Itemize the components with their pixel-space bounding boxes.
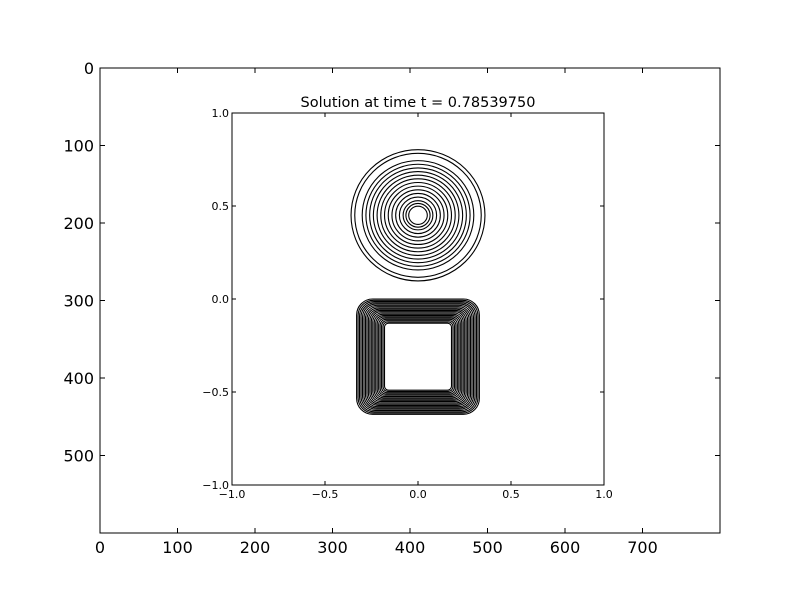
- contour-ring: [387, 185, 449, 246]
- contour-square: [366, 307, 470, 406]
- inner-axes: −1.0 −0.5 0.0 0.5 1.0 −1.0 −0.5 0.0 0.5 1.0 Solut…: [202, 95, 612, 501]
- contour-ring: [402, 200, 434, 231]
- contour-ring: [408, 205, 428, 225]
- contour-ring: [395, 192, 441, 238]
- outer-y-tick-label: 0: [84, 59, 94, 78]
- contour-ring: [372, 171, 464, 260]
- outer-x-tick-label: 100: [162, 538, 193, 557]
- outer-y-tick-label: 200: [63, 214, 94, 233]
- contour-square: [382, 321, 454, 392]
- x-tick-label: 0.0: [409, 488, 427, 501]
- y-tick-label: −1.0: [202, 479, 229, 492]
- outer-x-tick-label: 500: [472, 538, 503, 557]
- contour-square: [372, 312, 464, 401]
- x-tick-label: −1.0: [219, 488, 246, 501]
- contour-ring: [405, 202, 431, 228]
- y-tick-label: 0.5: [212, 200, 230, 213]
- x-tick-label: 0.5: [502, 488, 520, 501]
- outer-x-tick-label: 600: [550, 538, 581, 557]
- contour-square: [378, 317, 458, 396]
- contour-square: [373, 313, 463, 400]
- contour-square: [379, 318, 457, 395]
- x-tick-label: 1.0: [595, 488, 613, 501]
- contour-square: [363, 304, 473, 409]
- y-tick-label: −0.5: [202, 386, 229, 399]
- y-tick-label: 1.0: [212, 107, 230, 120]
- contour-ring: [350, 149, 486, 282]
- contour-square: [361, 303, 475, 410]
- contour-ring: [391, 189, 445, 242]
- contour-ring: [398, 196, 438, 235]
- contour-square: [381, 320, 455, 394]
- contour-square: [357, 299, 479, 414]
- contour-square: [383, 322, 453, 391]
- contour-square: [367, 308, 469, 405]
- outer-x-tick-label: 400: [395, 538, 426, 557]
- contour-ring: [354, 152, 482, 278]
- contour-square: [375, 314, 461, 399]
- chart-title: Solution at time t = 0.78539750: [301, 95, 536, 111]
- outer-x-tick-label: 0: [95, 538, 105, 557]
- contour-square: [376, 316, 460, 398]
- outer-x-tick-label: 200: [240, 538, 271, 557]
- contour-square: [359, 300, 477, 413]
- outer-y-tick-label: 300: [63, 292, 94, 311]
- contour-square: [370, 311, 466, 403]
- outer-y-tick-label: 500: [63, 447, 94, 466]
- contour-ring: [365, 163, 471, 267]
- contour-ring: [380, 178, 456, 253]
- outer-axes: 0 100 200 300 400 500 600 700 0 100 200 300 400 500: [63, 59, 721, 557]
- inner-ticks: −1.0 −0.5 0.0 0.5 1.0 −1.0 −0.5 0.0 0.5 1.0: [202, 107, 612, 501]
- outer-ticks: 0 100 200 300 400 500 600 700 0 100 200 300 400 500: [63, 59, 720, 557]
- contour-square: [364, 306, 472, 408]
- y-tick-label: 0.0: [212, 293, 230, 306]
- x-tick-label: −0.5: [312, 488, 339, 501]
- contour-ring: [369, 167, 467, 264]
- contour-square: [356, 298, 480, 415]
- contour-ring: [383, 181, 453, 249]
- outer-x-tick-label: 700: [627, 538, 658, 557]
- outer-y-tick-label: 400: [63, 369, 94, 388]
- contour-ring: [361, 160, 475, 271]
- contour-ring: [376, 174, 460, 256]
- contour-square: [369, 309, 467, 404]
- contour-lines: [350, 149, 486, 415]
- outer-x-tick-label: 300: [317, 538, 348, 557]
- contour-square: [360, 302, 476, 412]
- outer-y-tick-label: 100: [63, 137, 94, 156]
